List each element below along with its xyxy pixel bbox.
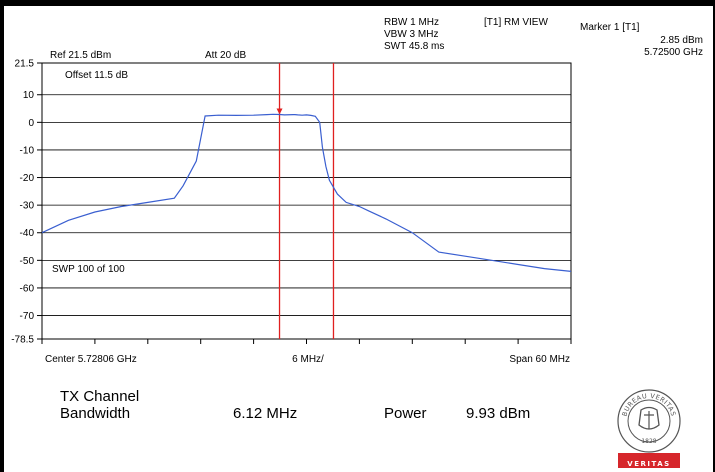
spectrum-trace [41,113,572,272]
y-tick-label: 10 [23,90,35,101]
attenuation: Att 20 dB [205,50,247,61]
marker-level: 2.85 dBm [660,35,703,46]
y-tick-label: -50 [20,256,35,267]
y-tick-label: 0 [28,118,34,129]
span-per-division: 6 MHz/ [292,354,324,365]
y-tick-label: -20 [20,173,35,184]
swt-text: SWT 45.8 ms [384,41,445,52]
offset-text: Offset 11.5 dB [65,70,129,81]
bandwidth-value: 6.12 MHz [233,405,298,422]
tx-channel-label: TX Channel [60,388,140,405]
y-tick-label: -70 [20,311,35,322]
bureau-veritas-logo: BUREAU VERITAS 1828 BUREAU VERITAS [617,389,681,468]
center-frequency: Center 5.72806 GHz [45,354,137,365]
y-tick-label: 21.5 [15,59,35,70]
vbw-text: VBW 3 MHz [384,29,439,40]
y-tick-label: -78.5 [11,335,34,346]
view-mode-text: [T1] RM VIEW [484,17,548,28]
logo-year: 1828 [641,438,656,445]
plot-frame [41,62,572,340]
span-width: Span 60 MHz [509,354,570,365]
logo-banner-bottom: VERITAS [627,460,670,468]
power-value: 9.93 dBm [466,405,531,422]
logo-banner-top: BUREAU [636,454,661,462]
y-tick-label: -60 [20,283,35,294]
bandwidth-label: Bandwidth [60,405,131,422]
marker-title: Marker 1 [T1] [580,22,640,33]
sweep-count: SWP 100 of 100 [52,264,125,275]
y-tick-label: -10 [20,145,35,156]
marker-frequency: 5.72500 GHz [644,47,703,58]
frame-right-border [713,0,715,472]
y-tick-label: -40 [20,228,35,239]
rbw-text: RBW 1 MHz [384,17,439,28]
y-tick-label: -30 [20,201,35,212]
reference-level: Ref 21.5 dBm [50,50,112,61]
frame-left-border [0,0,4,472]
frame-top-border [0,0,715,6]
power-label: Power [384,405,427,422]
marker-1 [276,108,283,115]
